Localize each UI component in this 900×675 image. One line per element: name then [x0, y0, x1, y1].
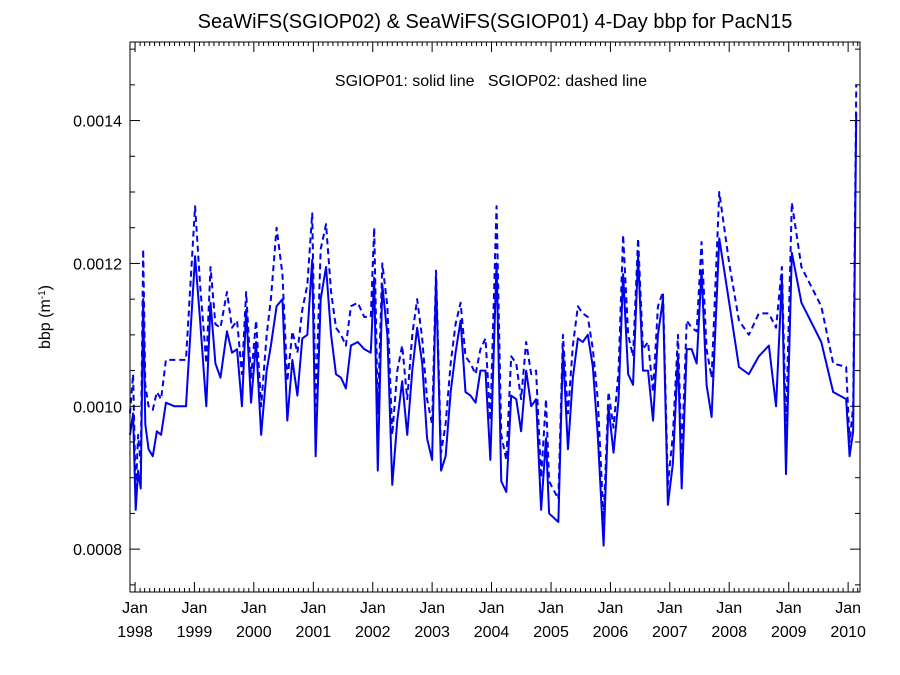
x-tick-month-label: Jan	[182, 600, 208, 617]
x-tick-year-label: 2006	[593, 624, 629, 641]
x-tick-year-label: 2002	[355, 624, 391, 641]
y-axis-label: bbp (m-1)	[37, 285, 55, 349]
x-tick-year-label: 2009	[771, 624, 807, 641]
x-tick-year-label: 2000	[236, 624, 272, 641]
plot-frame	[129, 41, 861, 593]
x-tick-month-label: Jan	[300, 600, 326, 617]
series-line-sgiop01	[129, 113, 858, 547]
x-tick-year-label: 2003	[414, 624, 450, 641]
x-tick-month-label: Jan	[657, 600, 683, 617]
x-tick-year-label: 2010	[830, 624, 866, 641]
x-tick-year-label: 2007	[652, 624, 688, 641]
y-axis-label-text: bbp (m	[37, 299, 54, 349]
x-tick-month-label: Jan	[479, 600, 505, 617]
x-tick-month-label: Jan	[835, 600, 861, 617]
x-tick-year-label: 2008	[711, 624, 747, 641]
x-tick-month-label: Jan	[241, 600, 267, 617]
x-tick-year-label: 1998	[117, 624, 153, 641]
y-tick-label: 0.0008	[73, 542, 122, 559]
series-layer	[129, 84, 858, 547]
x-tick-year-label: 2001	[296, 624, 332, 641]
x-tick-month-label: Jan	[122, 600, 148, 617]
y-tick-label: 0.0010	[73, 399, 122, 416]
x-tick-year-label: 1999	[177, 624, 213, 641]
x-tick-month-label: Jan	[716, 600, 742, 617]
y-axis-label-sup: -1	[37, 290, 48, 299]
y-axis-label-suffix: )	[37, 285, 54, 290]
y-tick-label: 0.0012	[73, 256, 122, 273]
chart-title: SeaWiFS(SGIOP02) & SeaWiFS(SGIOP01) 4-Da…	[198, 11, 793, 33]
x-tick-year-label: 2004	[474, 624, 510, 641]
x-tick-year-label: 2005	[533, 624, 569, 641]
y-tick-label: 0.0014	[73, 114, 122, 131]
tick-layer: 0.0008 0.0010 0.0012 0.0014 Jan 1998 Jan 1999 Ja…	[73, 42, 866, 641]
x-tick-month-label: Jan	[538, 600, 564, 617]
series-line-sgiop02	[129, 84, 858, 522]
x-tick-month-label: Jan	[776, 600, 802, 617]
x-tick-month-label: Jan	[360, 600, 386, 617]
x-tick-month-label: Jan	[598, 600, 624, 617]
x-tick-month-label: Jan	[419, 600, 445, 617]
chart-annotation: SGIOP01: solid line SGIOP02: dashed line	[335, 73, 647, 90]
